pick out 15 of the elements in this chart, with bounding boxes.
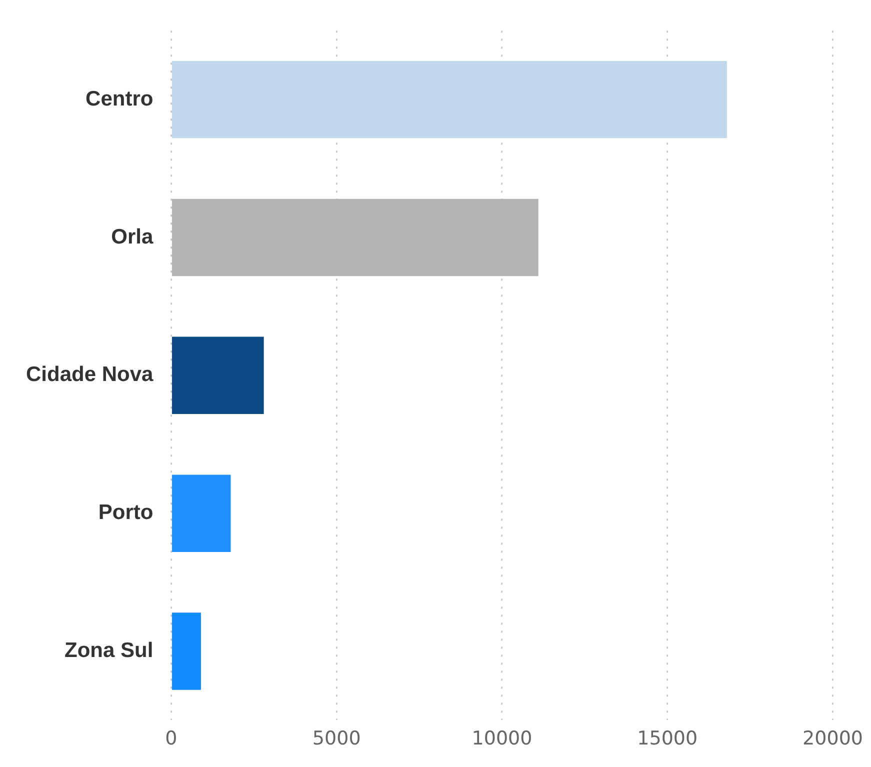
bar [172,612,201,690]
x-tick-label: 10000 [472,728,532,750]
y-tick-label: Porto [98,501,154,524]
bar [172,60,727,138]
bar [172,474,231,552]
y-tick-label: Zona Sul [64,639,154,662]
x-tick-label: 5000 [312,728,361,750]
y-tick-label: Orla [111,225,154,248]
bar [172,198,538,276]
x-tick-label: 15000 [637,728,698,750]
y-tick-label: Cidade Nova [26,363,154,386]
x-tick-label: 20000 [802,728,864,750]
x-tick-label: 0 [165,728,178,750]
y-tick-label: Centro [86,87,154,110]
bar [172,336,264,414]
